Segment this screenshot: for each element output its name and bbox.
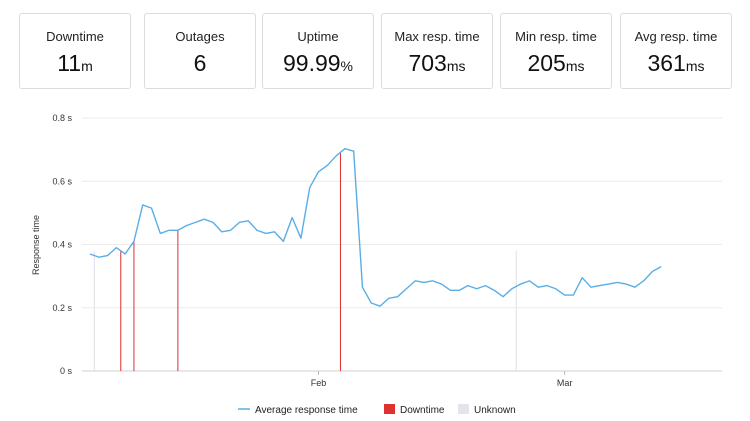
stat-number: 99.99	[282, 50, 341, 76]
legend-unknown-swatch	[458, 404, 469, 414]
stat-number: 6	[193, 50, 207, 76]
stats-cards: Downtime 11m Outages 6 Uptime 99.99% Max…	[0, 0, 750, 100]
legend-unknown: Unknown	[474, 405, 516, 416]
stat-number: 703	[408, 50, 447, 76]
min-resp-time-card: Min resp. time 205ms	[500, 13, 612, 89]
y-tick-label: 0 s	[60, 366, 73, 376]
y-tick-label: 0.8 s	[52, 113, 72, 123]
y-tick-label: 0.2 s	[52, 303, 72, 313]
stat-unit: ms	[446, 58, 466, 74]
max-resp-time-card: Max resp. time 703ms	[381, 13, 493, 89]
stat-value: 6	[145, 50, 255, 77]
y-tick-label: 0.6 s	[52, 176, 72, 186]
chart-grid	[82, 117, 722, 372]
stat-unit: m	[81, 58, 93, 74]
stat-label: Max resp. time	[394, 29, 480, 44]
y-axis-title: Response time	[31, 215, 41, 275]
stat-value: 205ms	[501, 50, 611, 77]
x-tick-label: Mar	[557, 378, 573, 388]
stat-value: 99.99%	[263, 50, 373, 77]
stat-label: Outages	[175, 29, 225, 44]
x-axis: Feb Mar	[311, 371, 573, 388]
stat-value: 361ms	[621, 50, 731, 77]
stat-label: Uptime	[297, 29, 339, 44]
stat-number: 11	[57, 50, 82, 76]
average-response-time-line	[89, 147, 662, 307]
y-tick-label: 0.4 s	[52, 240, 72, 250]
outages-card: Outages 6	[144, 13, 256, 89]
y-axis: 0 s 0.2 s 0.4 s 0.6 s 0.8 s	[52, 113, 72, 376]
stat-unit: ms	[565, 58, 585, 74]
x-tick-label: Feb	[311, 378, 327, 388]
legend-average-response-time: Average response time	[255, 405, 358, 416]
response-time-chart: Feb Mar 0 s 0.2 s 0.4 s 0.6 s 0.8 s Response …	[31, 113, 722, 416]
unknown-markers	[93, 250, 517, 371]
legend-downtime: Downtime	[400, 405, 445, 416]
chart-legend: Average response time Downtime Unknown	[238, 404, 516, 416]
stat-label: Min resp. time	[515, 29, 597, 44]
stat-number: 205	[527, 50, 566, 76]
legend-downtime-swatch	[384, 404, 395, 414]
stat-label: Downtime	[46, 29, 104, 44]
stat-unit: ms	[685, 58, 705, 74]
downtime-card: Downtime 11m	[19, 13, 131, 89]
stat-label: Avg resp. time	[634, 29, 718, 44]
stat-number: 361	[647, 50, 686, 76]
chart-series	[89, 147, 662, 307]
avg-resp-time-card: Avg resp. time 361ms	[620, 13, 732, 89]
stat-value: 11m	[20, 50, 130, 77]
stat-value: 703ms	[382, 50, 492, 77]
downtime-markers	[120, 152, 341, 371]
stat-unit: %	[340, 58, 353, 74]
uptime-card: Uptime 99.99%	[262, 13, 374, 89]
